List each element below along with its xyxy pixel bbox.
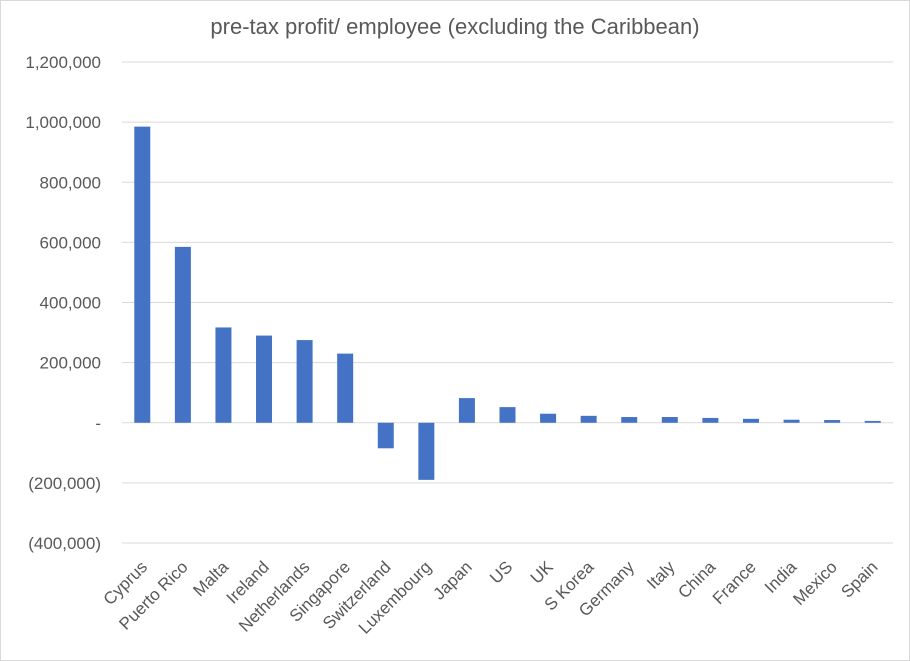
bar — [418, 422, 435, 480]
chart-title: pre-tax profit/ employee (excluding the … — [210, 14, 699, 39]
y-tick-label: 1,000,000 — [25, 113, 101, 132]
bar — [783, 419, 800, 423]
bar — [458, 398, 475, 423]
x-tick-label: Spain — [837, 557, 881, 601]
x-tick-label: Mexico — [789, 557, 841, 609]
bar — [621, 417, 638, 423]
bar — [377, 422, 394, 449]
bar — [296, 340, 313, 423]
bar — [134, 126, 151, 423]
x-tick-label: Japan — [430, 557, 476, 603]
bar — [256, 335, 273, 423]
gridlines — [122, 61, 893, 544]
bar — [540, 413, 557, 423]
bar — [580, 415, 597, 423]
bar — [702, 417, 719, 423]
x-tick-label: Italy — [643, 557, 679, 593]
x-tick-label: US — [486, 557, 516, 587]
y-tick-label: 800,000 — [40, 173, 101, 192]
bar — [742, 418, 759, 423]
x-tick-label: UK — [527, 557, 558, 588]
y-tick-label: (400,000) — [28, 534, 101, 553]
bar — [215, 327, 232, 423]
x-tick-label: France — [709, 557, 760, 608]
bar — [337, 353, 354, 423]
bar — [864, 420, 881, 423]
bar — [499, 407, 516, 423]
y-tick-label: 1,200,000 — [25, 53, 101, 72]
y-axis: 1,200,000 1,000,000 800,000 600,000 400,000 2… — [25, 53, 101, 553]
y-tick-label: - — [95, 414, 101, 433]
y-tick-label: 600,000 — [40, 233, 101, 252]
bar — [174, 246, 191, 423]
bars — [134, 126, 881, 480]
y-tick-label: 400,000 — [40, 294, 101, 313]
bar — [824, 420, 841, 423]
y-tick-label: 200,000 — [40, 354, 101, 373]
bar — [661, 417, 678, 423]
y-tick-label: (200,000) — [28, 474, 101, 493]
